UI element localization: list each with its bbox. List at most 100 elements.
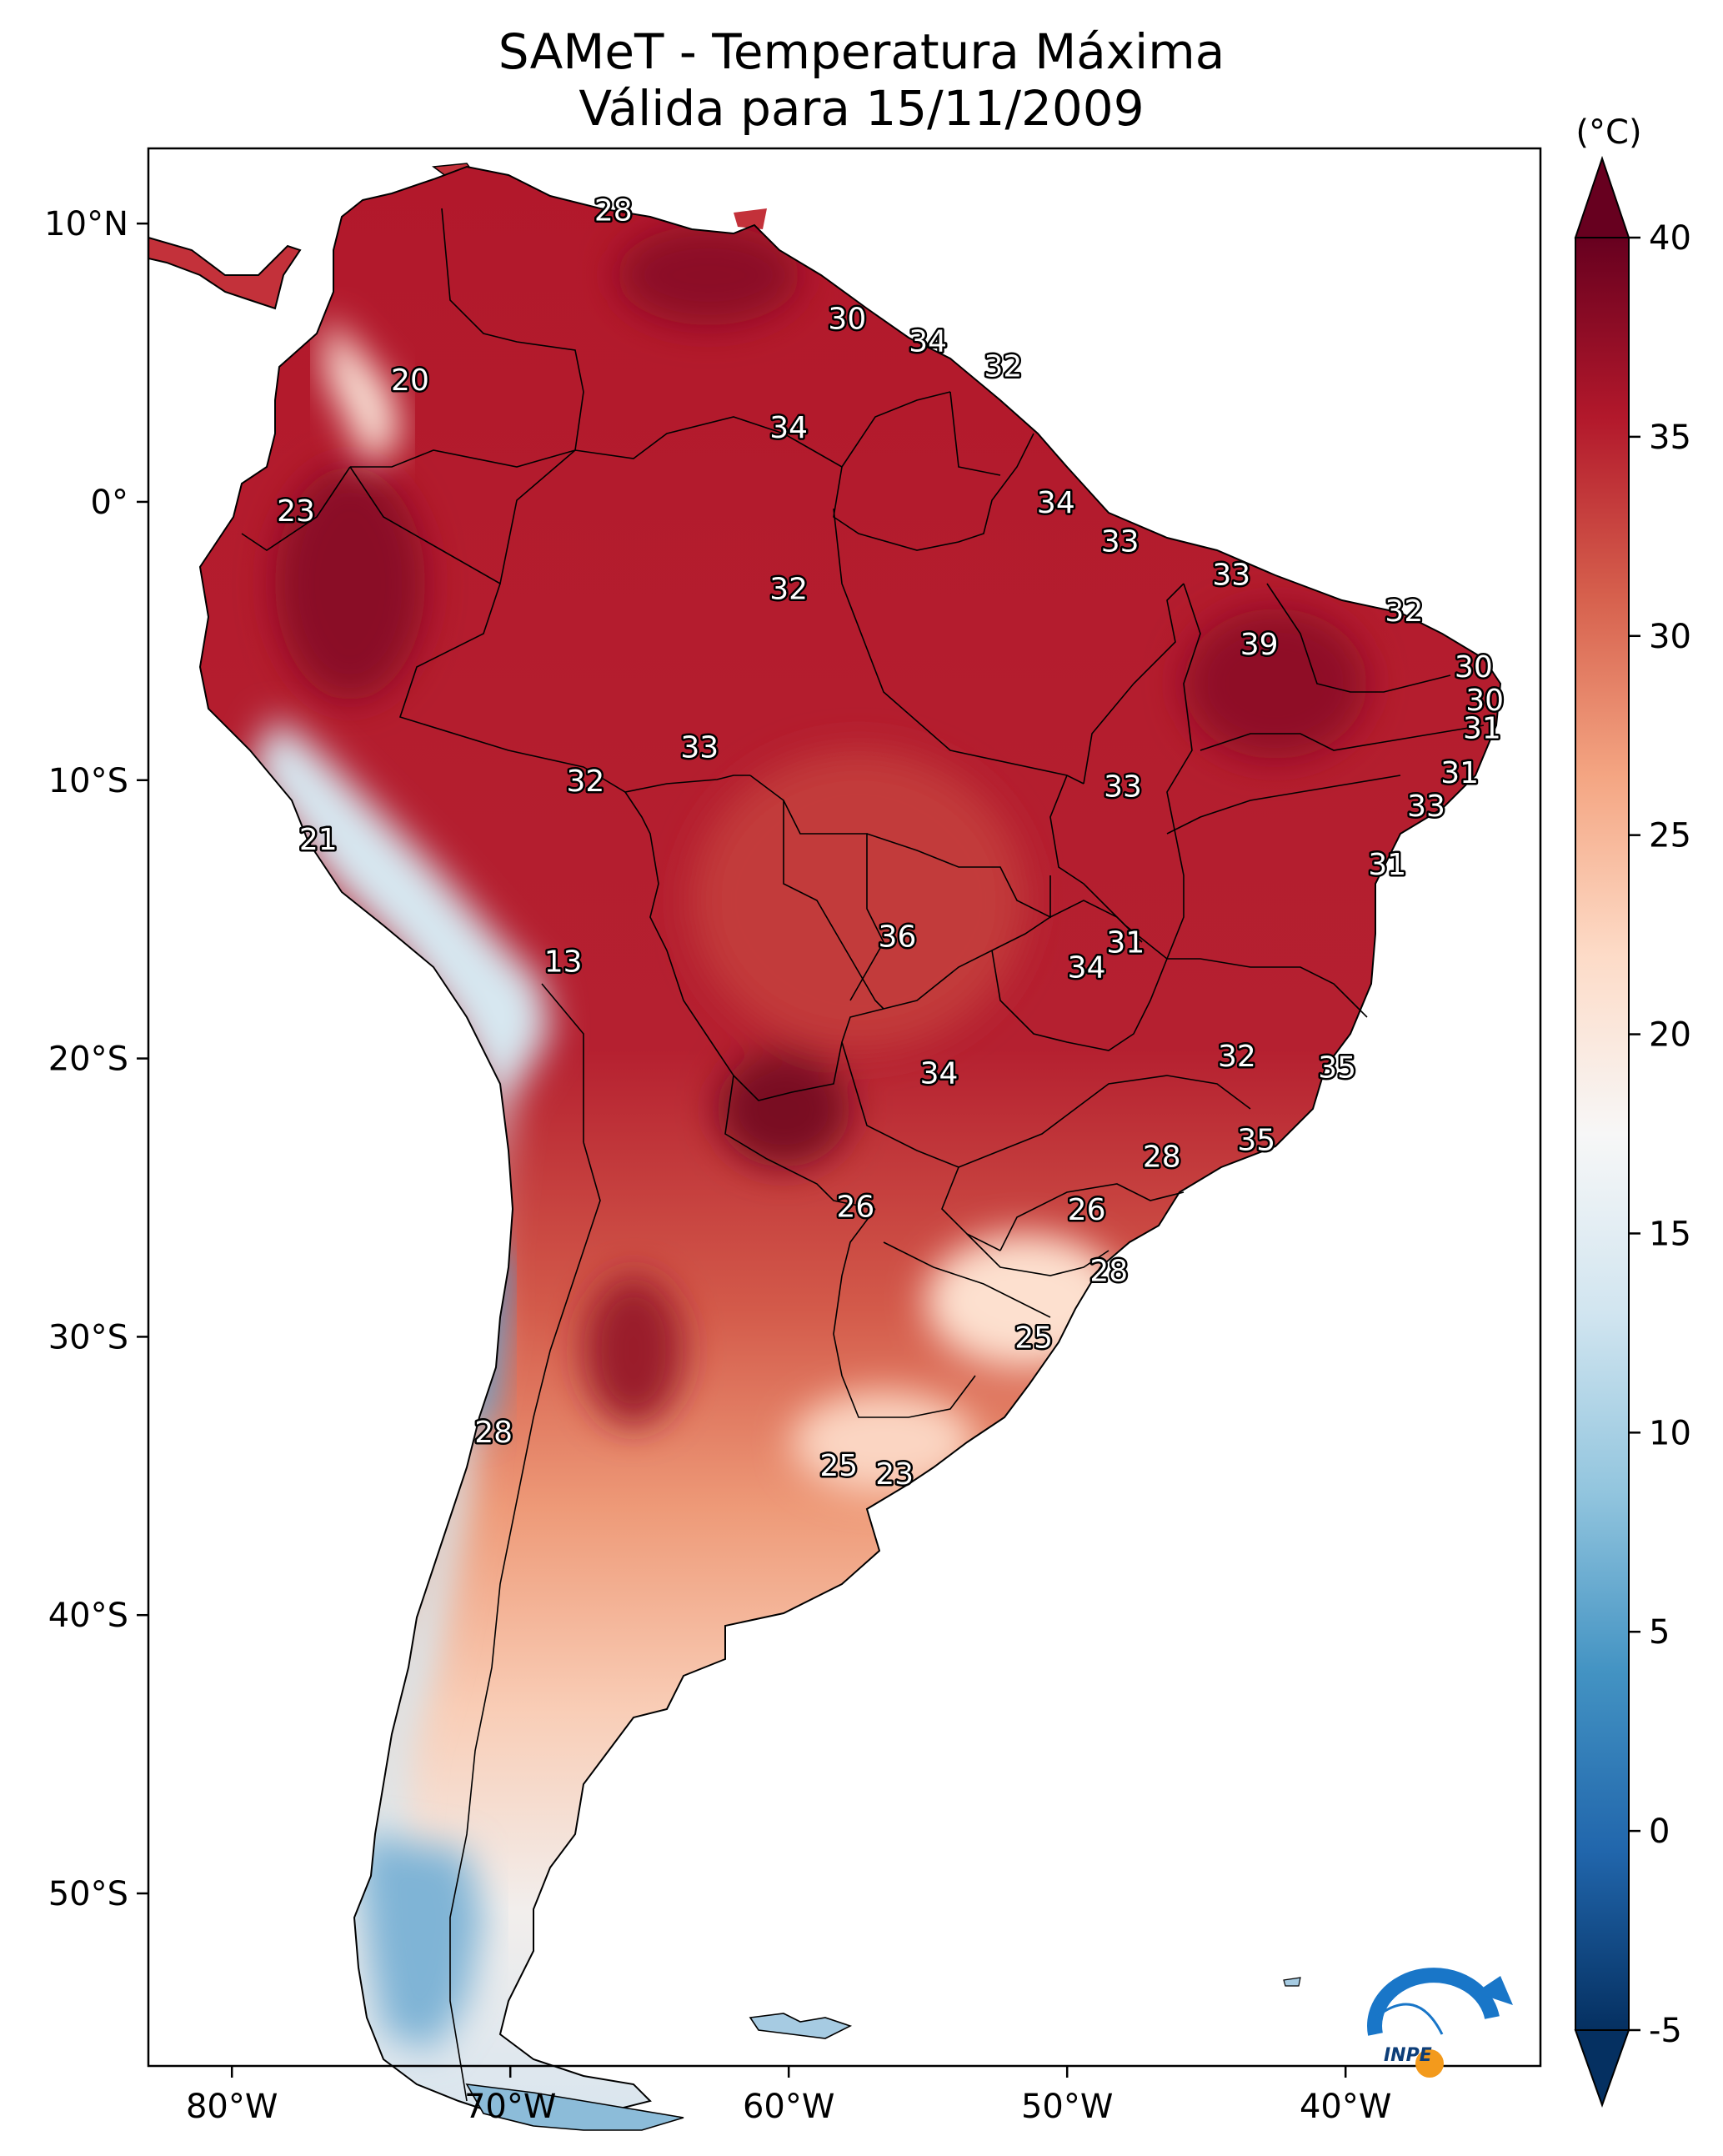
- station-value-label: 28: [594, 193, 633, 228]
- colorbar-tick-label: 5: [1649, 1613, 1670, 1652]
- border-peru-brazil: [398, 583, 750, 793]
- station-value-label: 32: [769, 572, 808, 606]
- map-frame: [147, 147, 1542, 2068]
- border-bolivia: [624, 791, 884, 1101]
- border-chile-bolivia: [541, 983, 584, 1142]
- hot-spot-chaco: [717, 1050, 850, 1167]
- lat-tick-label: 10°S: [48, 762, 128, 800]
- station-value-label: 21: [299, 823, 338, 857]
- border-rondonia: [783, 800, 884, 1001]
- station-value-label: 32: [1385, 594, 1423, 629]
- south-atlantic-island: [1283, 1977, 1301, 1987]
- logo-orbit-line: [1375, 2003, 1444, 2035]
- mild-area-uruguay: [792, 1392, 975, 1492]
- border-bolivia-brazil-east: [749, 775, 884, 1010]
- station-value-label: 34: [769, 411, 808, 445]
- lon-tick-label: 40°W: [1300, 2088, 1391, 2126]
- lon-tick-label: 50°W: [1021, 2088, 1113, 2126]
- andes-cool-strip: [250, 717, 550, 1918]
- lat-tick-label: 50°S: [48, 1875, 128, 1913]
- station-value-label: 32: [566, 765, 604, 799]
- station-value-label: 33: [1104, 770, 1142, 804]
- station-value-label: 34: [909, 324, 947, 358]
- border-suriname: [949, 391, 1001, 476]
- station-value-label: 32: [984, 349, 1022, 384]
- colorbar-tick-label: 35: [1649, 419, 1691, 457]
- logo-arc: [1367, 1968, 1500, 2036]
- station-value-label: 34: [1037, 486, 1075, 520]
- colorbar-tick-label: 10: [1649, 1414, 1691, 1452]
- station-value-label: 30: [828, 303, 866, 337]
- colombia-andes-cool: [325, 317, 400, 467]
- station-value-label: 33: [1407, 790, 1445, 824]
- station-value-label: 39: [1240, 628, 1279, 662]
- station-value-label: 33: [1212, 559, 1250, 593]
- border-bahia-minas: [1167, 958, 1368, 1018]
- border-ecuador-colombia: [241, 466, 351, 551]
- colorbar-tick-label: 0: [1649, 1813, 1670, 1851]
- border-chile-argentina: [449, 1141, 601, 2102]
- map-title: SAMeT - Temperatura Máxima Válida para 1…: [0, 23, 1723, 137]
- border-ceara-piaui: [1266, 583, 1451, 693]
- station-value-label: 26: [836, 1191, 874, 1225]
- station-value-label: 35: [1237, 1123, 1275, 1157]
- station-value-label: 31: [1368, 848, 1406, 882]
- border-paraguay-argentina: [724, 1075, 876, 1210]
- lon-tick-label: 70°W: [464, 2088, 556, 2126]
- colorbar-unit-label: (°C): [1575, 113, 1641, 152]
- colorbar-outline: [1575, 237, 1630, 2031]
- border-para-maranhao: [1083, 583, 1185, 785]
- station-value-label: 23: [277, 494, 315, 529]
- station-value-label: 33: [1101, 525, 1139, 559]
- hot-spot-northeast-brazil: [1184, 609, 1367, 759]
- station-value-label: 31: [1106, 925, 1144, 960]
- station-value-label: 25: [819, 1449, 858, 1483]
- border-mato-grosso-goias: [883, 900, 1143, 1010]
- border-peru-colombia: [349, 449, 576, 585]
- station-value-label: 13: [544, 945, 583, 980]
- border-colombia-venezuela: [350, 208, 584, 468]
- border-brazil-south: [883, 1241, 1051, 1318]
- lat-tick-label: 20°S: [48, 1040, 128, 1079]
- station-value-label: 32: [1218, 1040, 1256, 1074]
- lat-tick-label: 0°: [91, 484, 128, 522]
- station-value-label: 25: [1014, 1321, 1053, 1355]
- latitude-axis: 10°N 0° 10°S 20°S 30°S 40°S 50°S: [44, 205, 148, 1913]
- border-bahia-north: [1166, 775, 1401, 835]
- lat-tick-label: 30°S: [48, 1318, 128, 1356]
- station-value-label: 26: [1068, 1193, 1106, 1227]
- border-guyana: [833, 433, 1034, 551]
- colorbar-tick-label: -5: [1649, 2012, 1682, 2050]
- colorbar-tick-label: 30: [1649, 618, 1691, 656]
- border-sao-paulo-minas: [958, 1075, 1251, 1168]
- border-parana: [999, 1183, 1185, 1251]
- station-value-label: 23: [875, 1457, 914, 1492]
- patagonia-cold-area: [358, 1834, 483, 2051]
- colorbar-tick-label: 25: [1649, 817, 1691, 855]
- title-line-1: SAMeT - Temperatura Máxima: [498, 23, 1225, 80]
- station-value-label: 30: [1465, 684, 1504, 718]
- border-goias-minas: [991, 950, 1168, 1051]
- colorbar-tick-label: 15: [1649, 1215, 1691, 1253]
- lat-tick-label: 10°N: [44, 205, 128, 243]
- station-value-label: 31: [1463, 711, 1501, 745]
- lon-tick-label: 80°W: [186, 2088, 278, 2126]
- lon-tick-label: 60°W: [743, 2088, 834, 2126]
- inpe-logo: INPE: [1367, 1968, 1513, 2078]
- station-value-label: 28: [1089, 1254, 1128, 1288]
- station-value-label: 34: [1068, 950, 1106, 985]
- border-tocantins: [1049, 775, 1168, 960]
- lat-tick-label: 40°S: [48, 1597, 128, 1635]
- station-value-label: 35: [1318, 1051, 1356, 1086]
- station-value-label: 28: [474, 1416, 513, 1450]
- colorbar-lower-extension: [1574, 2029, 1630, 2108]
- colorbar-upper-extension: [1574, 155, 1630, 238]
- colorbar-ticks: 40 35 30 25 20 15 10 5 0 -5: [1629, 219, 1691, 2050]
- political-borders: [241, 208, 1485, 2102]
- hot-spot-argentina: [584, 1276, 684, 1426]
- station-value-label: 33: [680, 731, 719, 765]
- hot-spot-western-amazon: [275, 467, 425, 700]
- central-america-landmass: [148, 236, 302, 310]
